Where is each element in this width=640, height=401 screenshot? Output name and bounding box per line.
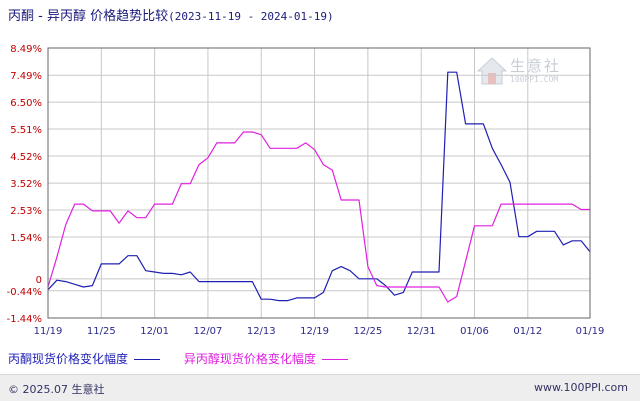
y-tick-label: 1.54% [10,233,42,244]
x-axis: 11/19 11/25 12/01 12/07 12/13 12/19 12/25 12/31… [34,326,605,337]
x-tick-label: 12/19 [300,326,329,337]
x-tick-label: 11/25 [87,326,116,337]
series-line-ipa [47,131,590,303]
footer-site-link[interactable]: www.100PPI.com [534,381,628,394]
y-axis: 8.49% 7.49% 6.50% 5.51% 4.52% 3.52% 2.53% 1.54%… [7,44,42,325]
x-tick-label: 12/31 [407,326,436,337]
house-logo-icon [476,57,508,85]
chart-title-text: 丙酮 - 异丙醇 价格趋势比较 [8,9,169,24]
line-chart: 8.49% 7.49% 6.50% 5.51% 4.52% 3.52% 2.53% 1.54%… [7,44,605,337]
y-tick-label: 3.52% [10,179,42,190]
series-layer [47,71,591,303]
y-tick-label: 8.49% [10,44,42,55]
y-tick-label: 4.52% [10,152,42,163]
x-tick-label: 01/06 [460,326,489,337]
legend-swatch-ipa [321,359,348,360]
x-tick-label: 12/07 [194,326,223,337]
y-tick-label: 6.50% [10,98,42,109]
chart-title: 丙酮 - 异丙醇 价格趋势比较(2023-11-19 - 2024-01-19) [8,5,334,24]
x-tick-label: 12/25 [353,326,382,337]
logo-text-cn: 生意社 [510,57,562,75]
logo-text-en: 100PPI.COM [510,75,559,84]
x-tick-label: 12/01 [140,326,169,337]
plot-frame [47,47,591,319]
legend-swatch-acetone [134,359,161,360]
x-tick-label: 01/19 [576,326,605,337]
legend-label-acetone: 丙酮现货价格变化幅度 [8,352,129,366]
x-tick-label: 12/13 [247,326,276,337]
y-tick-label: -1.44% [7,314,42,325]
chart-legend: 丙酮现货价格变化幅度 异丙醇现货价格变化幅度 [8,350,368,367]
footer-bar: © 2025.07 生意社 www.100PPI.com [0,374,640,401]
legend-item-ipa: 异丙醇现货价格变化幅度 [184,352,354,366]
y-tick-label: 0 [36,275,42,286]
chart-date-range: (2023-11-19 - 2024-01-19) [168,10,334,23]
watermark-logo: 生意社 100PPI.COM [476,55,576,95]
grid-layer [47,47,591,319]
y-tick-label: -0.44% [7,287,42,298]
y-tick-label: 2.53% [10,206,42,217]
legend-item-acetone: 丙酮现货价格变化幅度 [8,352,170,366]
x-tick-label: 01/12 [513,326,542,337]
y-tick-label: 5.51% [10,125,42,136]
footer-copyright: © 2025.07 生意社 [8,383,105,396]
x-tick-label: 11/19 [34,326,63,337]
legend-label-ipa: 异丙醇现货价格变化幅度 [183,352,316,366]
series-line-acetone [47,71,591,302]
y-tick-label: 7.49% [10,71,42,82]
